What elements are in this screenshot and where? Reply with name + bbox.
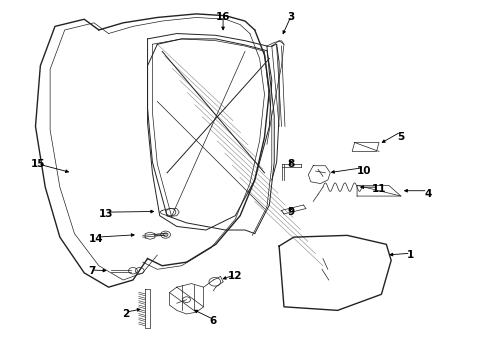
- Text: 10: 10: [357, 166, 371, 176]
- Text: 8: 8: [288, 159, 295, 169]
- Text: 6: 6: [210, 316, 217, 326]
- Text: 3: 3: [288, 13, 295, 22]
- Text: 12: 12: [228, 271, 243, 282]
- Text: 13: 13: [99, 209, 113, 219]
- Text: 4: 4: [424, 189, 431, 199]
- Text: 16: 16: [216, 13, 230, 22]
- Text: 15: 15: [31, 159, 45, 169]
- Text: 5: 5: [397, 132, 405, 142]
- Text: 7: 7: [88, 266, 95, 276]
- Text: 9: 9: [288, 207, 295, 217]
- Text: 2: 2: [122, 309, 129, 319]
- Text: 11: 11: [372, 184, 386, 194]
- Text: 1: 1: [407, 250, 414, 260]
- Text: 14: 14: [89, 234, 104, 244]
